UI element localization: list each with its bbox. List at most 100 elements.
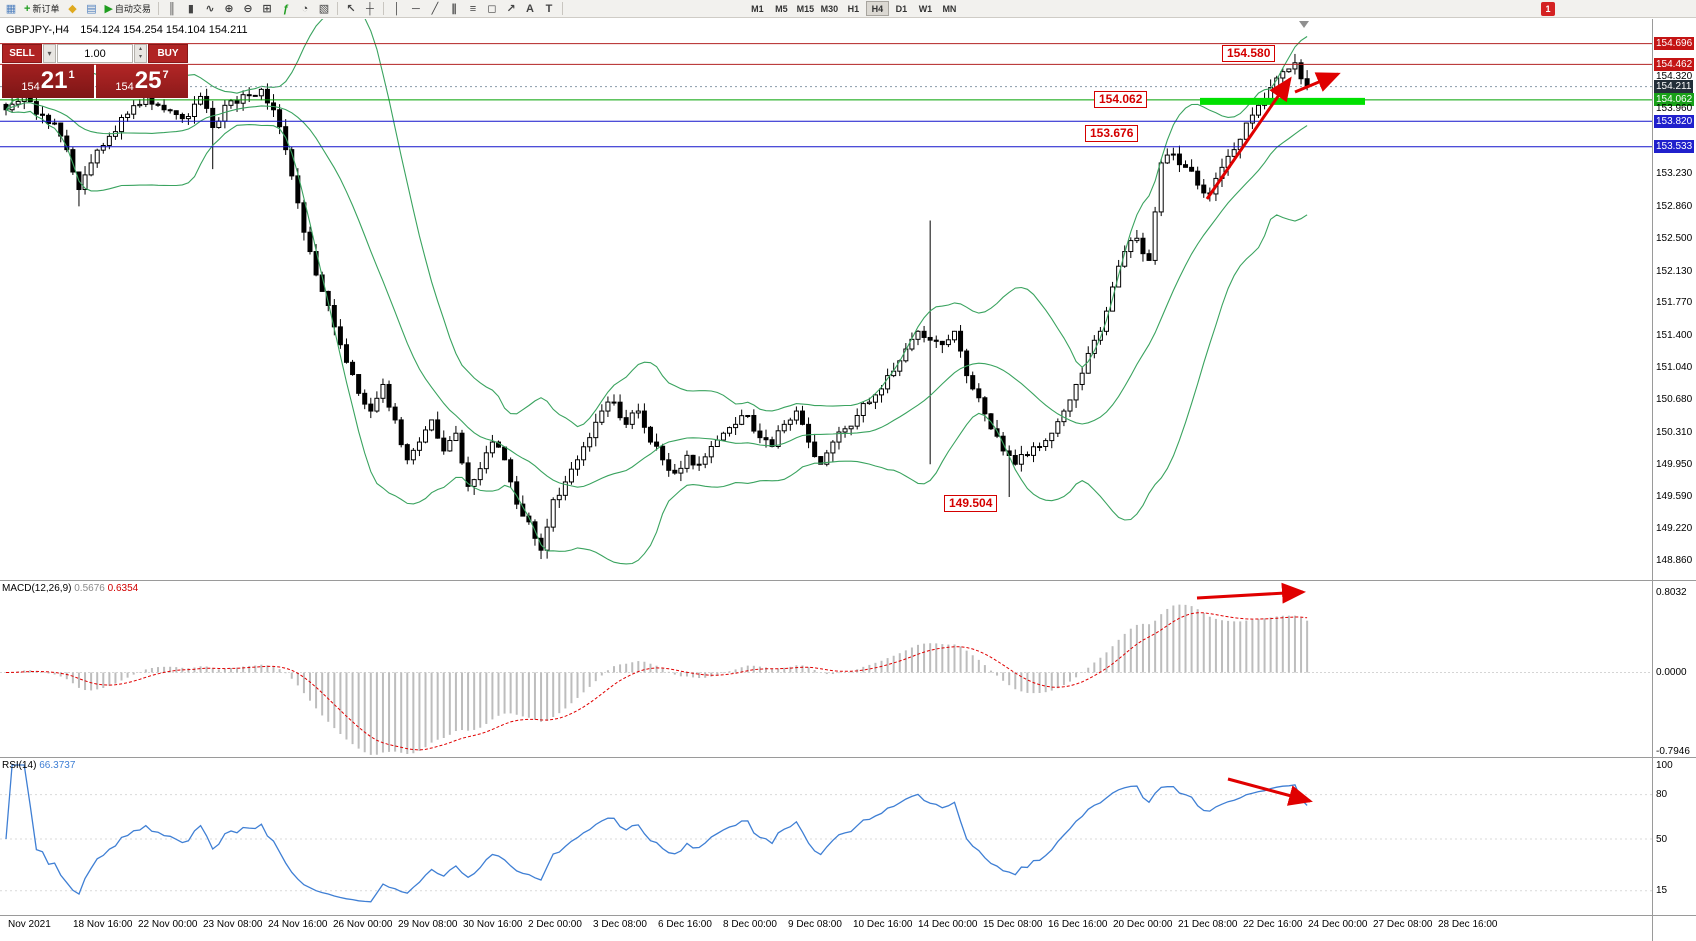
cursor-icon[interactable]: ↖ [342,1,360,17]
time-axis-label: 3 Dec 08:00 [593,919,647,930]
ask-price[interactable]: 154 25 7 [96,64,188,98]
candlestick-chart-icon: ▮ [187,2,194,15]
autotrading-button[interactable]: ▶ 自动交易 [101,1,153,17]
shapes-icon[interactable]: ◻ [483,1,501,17]
time-axis-label: 28 Dec 16:00 [1438,919,1498,930]
time-axis: Nov 2021 18 Nov 16:00 22 Nov 00:00 23 Nov 0… [0,919,1652,937]
axis-label: 152.500 [1656,232,1693,244]
bid-pip-digit: 1 [68,69,75,81]
line-chart-icon: ∿ [205,2,215,15]
axis-label: 100 [1656,759,1673,771]
volume-dropdown-icon[interactable]: ▾ [43,44,56,63]
time-axis-label: 29 Nov 08:00 [398,919,458,930]
text-icon: A [525,2,534,15]
channel-icon[interactable]: ∥ [445,1,463,17]
axis-label: 0.0000 [1656,667,1687,678]
zoom-in-icon: ⊕ [224,2,234,15]
spin-down-icon[interactable]: ▾ [138,54,142,60]
periods-icon: ◔ [301,2,309,15]
timeframe-m5[interactable]: M5 [775,3,788,14]
time-axis-label: 20 Dec 00:00 [1113,919,1173,930]
spin-up-icon[interactable]: ▴ [138,46,142,52]
notification-badge[interactable]: 1 [1541,2,1555,16]
macd-main-value: 0.5676 [74,583,105,594]
time-axis-label: 27 Dec 08:00 [1373,919,1433,930]
ask-big-digits: 25 [134,67,162,94]
trendline-icon[interactable]: ╱ [426,1,444,17]
macd-signal-value: 0.6354 [107,583,139,594]
axis-label: 149.220 [1656,523,1693,535]
indicators-icon[interactable]: ƒ [277,1,295,17]
cursor-icon: ↖ [346,2,356,15]
timeframe-d1[interactable]: D1 [895,3,908,14]
periods-icon[interactable]: ◔ [296,1,314,17]
bid-price[interactable]: 154 21 1 [2,64,94,98]
text-label-icon[interactable]: T [540,1,558,17]
symbol-period: GBPJPY-,H4 [6,24,70,36]
axis-label: 151.770 [1656,297,1693,309]
time-axis-label: 26 Nov 00:00 [333,919,393,930]
time-axis-label: 24 Dec 00:00 [1308,919,1368,930]
time-axis-label: 22 Nov 00:00 [138,919,198,930]
bars-chart-icon[interactable]: ║ [163,1,181,17]
zoom-out-icon: ⊖ [243,2,253,15]
sell-button[interactable]: SELL [2,44,42,63]
rsi-name: RSI(14) [2,760,37,771]
axis-label: 152.130 [1656,265,1693,277]
rsi-indicator-label: RSI(14) 66.3737 [2,760,75,771]
time-axis-label: 6 Dec 16:00 [658,919,712,930]
timeframe-mn[interactable]: MN [942,3,957,14]
text-label-icon: T [545,2,553,15]
arrows-icon[interactable]: ↗ [502,1,520,17]
timeframe-w1[interactable]: W1 [918,3,933,14]
timeframe-h4[interactable]: H4 [865,1,889,16]
time-axis-label: 9 Dec 08:00 [788,919,842,930]
horizontal-line-icon[interactable]: ─ [407,1,425,17]
new-order-button[interactable]: + 新订单 [21,1,62,17]
macd-name: MACD(12,26,9) [2,583,72,594]
axis-label: 149.590 [1656,490,1693,502]
time-axis-label: 24 Nov 16:00 [268,919,328,930]
price-axis: 154.696 154.462 154.320 154.211 154.062 153.9… [1653,0,1696,941]
text-icon[interactable]: A [521,1,539,17]
templates-icon: ▧ [318,2,330,15]
volume-spinner[interactable]: ▴ ▾ [134,44,147,63]
buy-button[interactable]: BUY [148,44,188,63]
tile-windows-icon[interactable]: ⊞ [258,1,276,17]
axis-label: 153.533 [1654,140,1695,154]
crosshair-icon[interactable]: ┼ [361,1,379,17]
price-annotation[interactable]: 154.580 [1222,44,1276,62]
timeframe-m15[interactable]: M15 [796,3,815,14]
volume-input[interactable] [57,44,133,63]
ask-prefix: 154 [115,81,134,93]
bid-ask-row: 154 21 1 154 25 7 [2,64,188,98]
metaeditor-icon[interactable]: ◆ [63,1,81,17]
arrows-icon: ↗ [506,2,516,15]
price-annotation[interactable]: 149.504 [944,494,998,512]
templates-icon[interactable]: ▧ [315,1,333,17]
autotrading-button-label: 自动交易 [114,3,151,14]
toolbar-separator [336,2,338,15]
zoom-out-icon[interactable]: ⊖ [239,1,257,17]
time-axis-label: Nov 2021 [8,919,51,930]
axis-label: 150.310 [1656,426,1693,438]
timeframe-h1[interactable]: H1 [847,3,860,14]
line-chart-icon[interactable]: ∿ [201,1,219,17]
bars-chart-icon: ║ [168,2,176,15]
timeframe-m30[interactable]: M30 [820,3,839,14]
zoom-in-icon[interactable]: ⊕ [220,1,238,17]
vertical-line-icon[interactable]: │ [388,1,406,17]
axis-label: 151.040 [1656,362,1693,374]
timeframe-m1[interactable]: M1 [751,3,764,14]
crosshair-icon: ┼ [366,2,374,15]
candlestick-chart-icon[interactable]: ▮ [182,1,200,17]
price-annotation[interactable]: 154.062 [1094,90,1148,108]
time-axis-label: 10 Dec 16:00 [853,919,913,930]
market-watch-icon[interactable]: ▤ [82,1,100,17]
fibonacci-icon[interactable]: ≡ [464,1,482,17]
axis-label: 154.211 [1654,80,1694,94]
time-axis-label: 14 Dec 00:00 [918,919,978,930]
price-annotation[interactable]: 153.676 [1085,125,1139,143]
new-chart-icon[interactable]: ▦ [2,1,20,17]
